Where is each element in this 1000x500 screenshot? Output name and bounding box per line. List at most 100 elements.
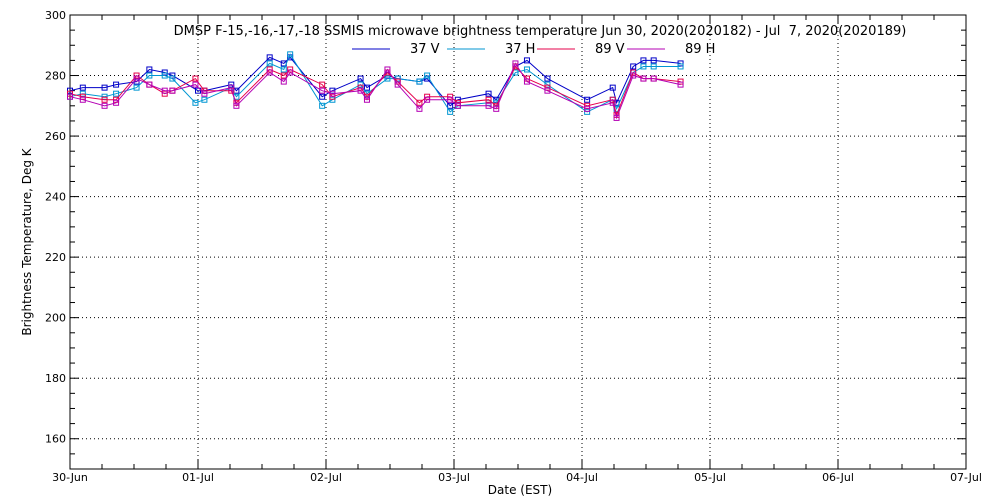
plot-frame (69, 14, 967, 470)
x-tick-label: 30-Jun (52, 471, 88, 484)
data-point-marker (192, 81, 199, 88)
series-37-v (67, 54, 684, 109)
data-point-marker (416, 99, 423, 106)
data-point-marker (101, 96, 108, 103)
series-line (69, 65, 681, 117)
data-point-marker (485, 102, 492, 109)
data-point-marker (266, 60, 273, 67)
data-point-marker (67, 87, 73, 94)
data-point-marker (101, 84, 108, 91)
series-89-h (67, 60, 684, 121)
data-point-marker (280, 66, 287, 73)
data-point-marker (485, 90, 492, 97)
data-point-marker (677, 60, 684, 67)
x-tick-label: 07-Jul (950, 471, 982, 484)
series-line (69, 62, 681, 120)
data-point-marker (584, 108, 591, 115)
data-point-marker (201, 90, 208, 97)
data-point-marker (416, 78, 423, 85)
data-point-marker (319, 87, 326, 94)
data-point-marker (133, 75, 140, 82)
data-point-marker (113, 99, 120, 106)
data-point-marker (544, 87, 551, 94)
data-point-marker (640, 57, 647, 64)
data-point-marker (584, 96, 591, 103)
data-point-marker (424, 72, 431, 79)
data-point-marker (329, 93, 336, 100)
data-point-marker (133, 84, 140, 91)
series-line (69, 56, 681, 107)
y-tick-label: 200 (45, 312, 66, 325)
data-point-marker (584, 105, 591, 112)
y-tick-label: 180 (45, 372, 66, 385)
data-point-marker (287, 51, 294, 58)
data-point-marker (677, 63, 684, 70)
data-point-marker (146, 72, 153, 79)
data-point-marker (266, 69, 273, 76)
legend-label: 89 H (685, 42, 715, 57)
data-point-marker (512, 60, 519, 67)
data-point-marker (329, 96, 336, 103)
data-point-marker (523, 66, 530, 73)
data-point-marker (454, 102, 461, 109)
data-point-marker (161, 87, 168, 94)
data-point-marker (493, 105, 500, 112)
data-point-marker (192, 99, 199, 106)
grid-lines (70, 15, 966, 469)
legend-label: 37 V (410, 42, 440, 57)
data-point-marker (169, 72, 176, 79)
data-point-marker (101, 102, 108, 109)
data-point-marker (447, 102, 454, 109)
data-point-marker (67, 93, 73, 100)
data-point-marker (228, 84, 235, 91)
legend: 37 V 37 H 89 V 89 H (352, 42, 715, 57)
y-tick-label: 300 (45, 9, 66, 22)
legend-label: 89 V (595, 42, 625, 57)
data-point-marker (424, 96, 431, 103)
data-point-marker (447, 108, 454, 115)
data-point-marker (630, 63, 637, 70)
x-tick-label: 05-Jul (694, 471, 726, 484)
data-point-marker (266, 54, 273, 61)
data-point-marker (146, 66, 153, 73)
data-point-marker (544, 84, 551, 91)
data-point-marker (523, 57, 530, 64)
y-tick-label: 240 (45, 191, 66, 204)
data-point-marker (146, 81, 153, 88)
data-point-marker (650, 63, 657, 70)
data-point-marker (195, 87, 201, 94)
data-point-marker (357, 84, 364, 91)
x-axis-label: Date (EST) (488, 483, 552, 497)
data-point-marker (609, 96, 616, 103)
data-point-marker (384, 66, 391, 73)
data-point-marker (650, 57, 657, 64)
data-point-marker (640, 63, 647, 70)
series-group (67, 51, 684, 121)
data-point-marker (233, 102, 240, 109)
data-point-marker (280, 72, 287, 79)
data-point-marker (319, 81, 326, 88)
data-point-marker (363, 84, 370, 91)
data-point-marker (363, 96, 370, 103)
data-point-marker (357, 87, 364, 94)
data-point-marker (319, 93, 326, 100)
data-point-marker (113, 90, 120, 97)
data-point-marker (485, 96, 492, 103)
y-tick-label: 260 (45, 130, 66, 143)
data-point-marker (319, 102, 326, 109)
data-point-marker (650, 75, 657, 82)
data-point-marker (329, 90, 336, 97)
y-tick-label: 220 (45, 251, 66, 264)
data-point-marker (394, 81, 401, 88)
data-point-marker (192, 75, 199, 82)
data-point-marker (79, 84, 86, 91)
data-point-marker (169, 87, 176, 94)
data-point-marker (384, 75, 391, 82)
data-point-marker (523, 78, 530, 85)
data-point-marker (544, 75, 551, 82)
data-point-marker (67, 90, 73, 97)
y-tick-label: 160 (45, 433, 66, 446)
x-tick-label: 06-Jul (822, 471, 854, 484)
data-point-marker (79, 96, 86, 103)
